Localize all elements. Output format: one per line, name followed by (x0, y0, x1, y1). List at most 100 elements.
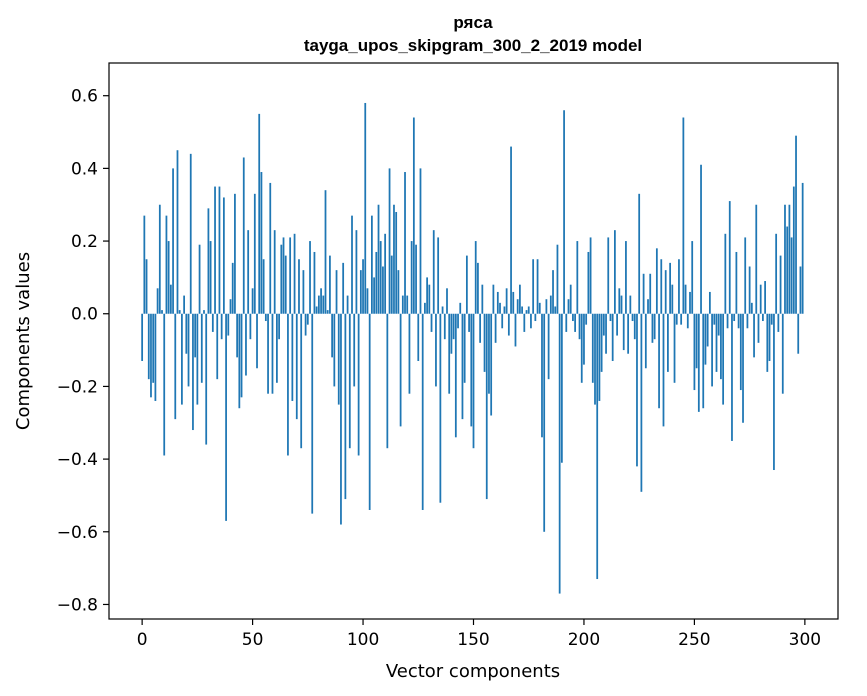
bar (267, 313, 269, 394)
bar (309, 241, 311, 314)
bar (762, 313, 764, 322)
bar (556, 244, 559, 314)
bar (337, 313, 340, 405)
bar (795, 135, 797, 314)
bar (488, 313, 490, 394)
bar (708, 291, 711, 314)
x-tick-label: 50 (242, 630, 264, 650)
bar (578, 313, 581, 340)
bar (262, 259, 265, 314)
bar (706, 313, 709, 347)
bar (145, 259, 148, 314)
bar (618, 288, 621, 314)
y-tick-label: 0.4 (71, 159, 98, 179)
bar (552, 270, 554, 314)
bar (209, 241, 212, 314)
bar (788, 204, 791, 314)
bar (426, 277, 428, 314)
bar (647, 299, 649, 314)
bar (452, 313, 455, 340)
bar (739, 313, 742, 391)
bar (271, 313, 274, 394)
bar (454, 313, 457, 438)
bar (576, 241, 579, 314)
bar (655, 248, 658, 314)
bar (185, 313, 188, 354)
bar (222, 197, 225, 314)
bar (388, 168, 391, 314)
x-axis-ticks: 0 50 100 150 200 250 300 (137, 619, 821, 650)
bar (371, 215, 373, 314)
bar (653, 313, 656, 340)
bar (629, 295, 632, 314)
bar (667, 313, 669, 372)
bar (558, 313, 561, 594)
bar (284, 255, 287, 314)
y-tick-label: −0.2 (57, 377, 98, 397)
bar (439, 313, 442, 503)
bar (446, 288, 448, 314)
bar (746, 313, 749, 329)
bar (236, 313, 239, 358)
x-tick-label: 300 (789, 630, 821, 650)
bar (333, 313, 336, 387)
bar (384, 233, 387, 314)
bar (651, 313, 654, 343)
bar (280, 244, 283, 314)
bar (479, 313, 482, 343)
bar (547, 313, 550, 380)
bar (492, 284, 495, 314)
bar (490, 313, 493, 416)
bar (282, 237, 285, 314)
bar (227, 313, 230, 336)
bar (543, 313, 546, 532)
bar (324, 190, 327, 314)
y-tick-label: 0.0 (71, 305, 98, 325)
bar (216, 313, 219, 380)
bar (410, 241, 413, 314)
bar (304, 313, 307, 336)
bar (404, 172, 406, 314)
bar (234, 193, 236, 314)
bar (355, 230, 358, 314)
bar (764, 281, 766, 314)
bar (211, 313, 214, 332)
bar (165, 215, 168, 314)
bar (565, 313, 568, 332)
bar (532, 259, 535, 314)
bar (461, 313, 464, 420)
x-axis-label: Vector components (386, 661, 560, 682)
bar (375, 251, 378, 314)
bar (636, 313, 638, 467)
bar (477, 262, 479, 314)
y-axis-label: Components values (13, 252, 34, 430)
bar (313, 251, 316, 314)
bar (514, 313, 517, 347)
bar (792, 186, 795, 314)
bar (192, 313, 194, 431)
bar (273, 230, 276, 314)
bar (567, 299, 570, 314)
bar (172, 168, 174, 314)
bar (249, 313, 252, 340)
bar (722, 313, 725, 405)
bar (156, 288, 159, 314)
bar (207, 208, 210, 314)
bar (521, 306, 523, 314)
bar (260, 172, 263, 314)
bar (620, 295, 623, 314)
bar (256, 313, 258, 369)
bar (253, 193, 256, 314)
bar (660, 259, 663, 314)
bar (346, 295, 349, 314)
bar (563, 110, 565, 314)
bar (348, 313, 351, 449)
bar (625, 241, 627, 314)
bar (591, 313, 594, 383)
bar (225, 313, 227, 521)
bar (574, 313, 576, 332)
bar (580, 313, 583, 383)
bar (377, 204, 380, 314)
bar (759, 284, 762, 314)
